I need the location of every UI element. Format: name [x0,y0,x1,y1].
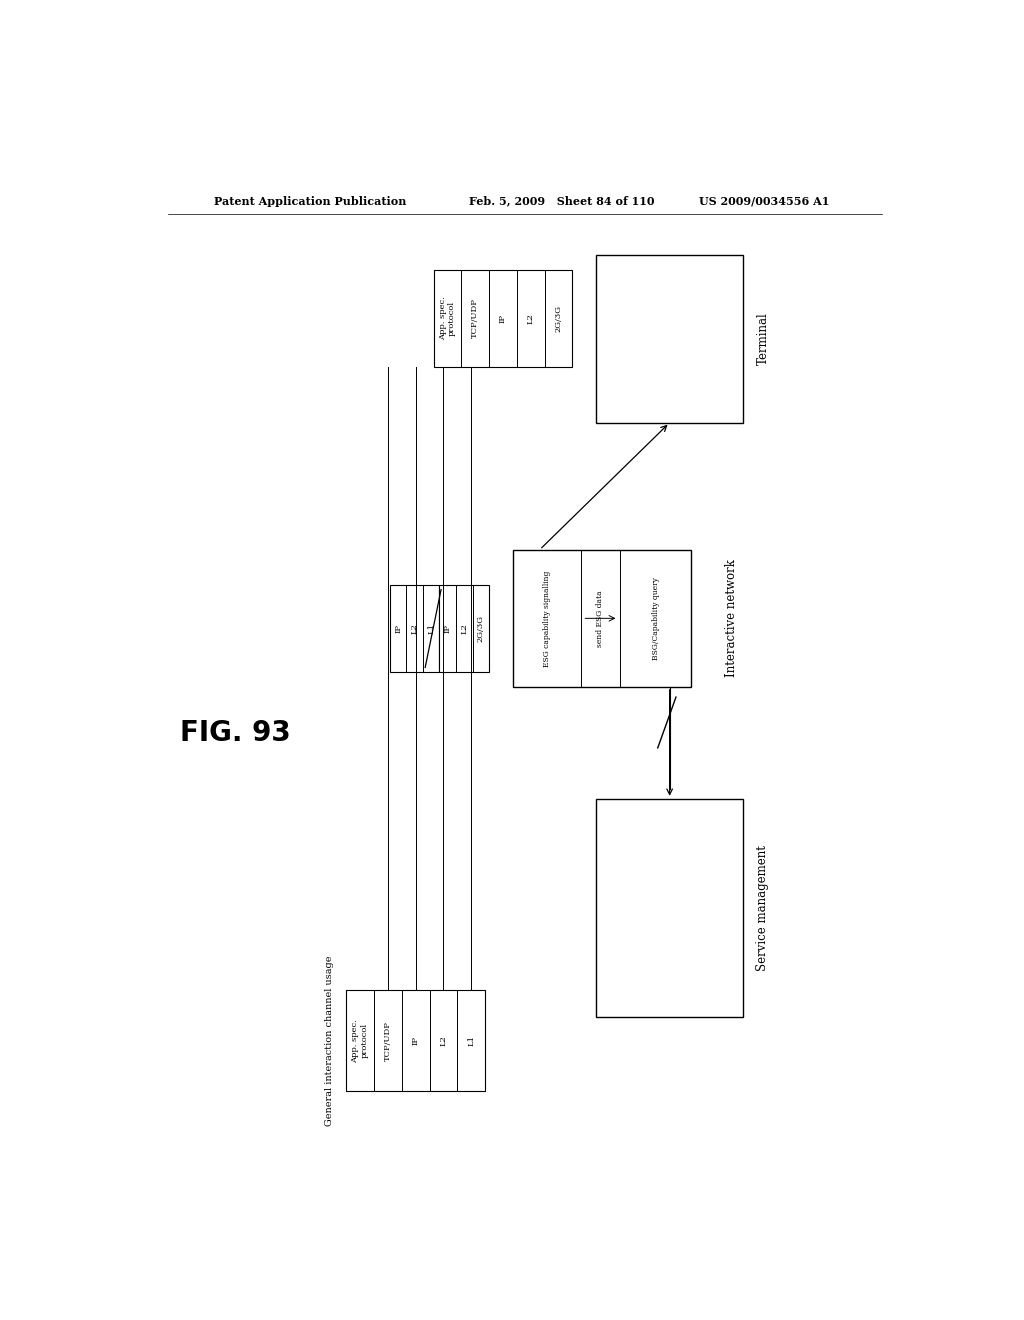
Text: Terminal: Terminal [757,313,769,366]
Text: Service management: Service management [757,845,769,972]
Text: Patent Application Publication: Patent Application Publication [214,195,407,207]
Text: IP: IP [412,1036,420,1045]
Text: General interaction channel usage: General interaction channel usage [326,956,334,1126]
Text: L2: L2 [526,313,535,323]
Bar [596,799,743,1018]
Text: ESG capability signalling: ESG capability signalling [543,570,551,667]
Text: IP: IP [394,624,402,634]
Bar [596,255,743,422]
Bar [433,271,572,367]
Text: send ESG data: send ESG data [596,590,604,647]
Text: L2: L2 [411,623,419,634]
Bar [439,585,489,672]
Text: 2G/3G: 2G/3G [555,305,562,333]
Text: L1: L1 [427,623,435,634]
Text: IP: IP [499,314,507,323]
Text: L2: L2 [461,623,468,634]
Text: L2: L2 [439,1035,447,1045]
Text: IP: IP [443,624,452,634]
Text: 2G/3G: 2G/3G [477,615,484,642]
Text: App. spec.
protocol: App. spec. protocol [351,1019,369,1063]
Bar [513,549,691,686]
Text: FIG. 93: FIG. 93 [180,718,291,747]
Text: BSG/Capability query: BSG/Capability query [651,577,659,660]
Text: L1: L1 [467,1035,475,1047]
Text: TCP/UDP: TCP/UDP [471,298,479,338]
Text: App. spec.
protocol: App. spec. protocol [439,297,456,341]
Text: Interactive network: Interactive network [725,560,737,677]
Text: Feb. 5, 2009   Sheet 84 of 110: Feb. 5, 2009 Sheet 84 of 110 [469,195,654,207]
Bar [390,585,439,672]
Text: TCP/UDP: TCP/UDP [384,1020,392,1060]
Text: US 2009/0034556 A1: US 2009/0034556 A1 [699,195,829,207]
Bar [346,990,485,1092]
